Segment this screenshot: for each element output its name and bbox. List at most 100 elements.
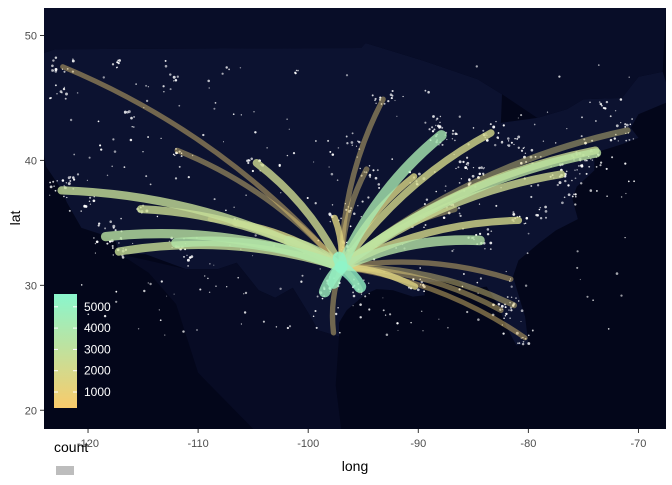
city-light	[358, 148, 361, 150]
city-light	[360, 293, 363, 295]
x-tick-label: -120	[77, 438, 99, 450]
city-light	[97, 224, 100, 227]
city-light	[279, 287, 282, 290]
city-light	[629, 123, 632, 126]
city-light	[520, 320, 522, 323]
city-light	[71, 59, 75, 63]
city-light	[359, 167, 361, 170]
panel-content	[44, 8, 666, 429]
city-light	[111, 63, 115, 66]
route-line	[60, 64, 344, 270]
city-light	[544, 216, 548, 219]
city-light	[522, 147, 525, 150]
city-light	[222, 141, 225, 143]
city-light	[202, 133, 205, 137]
city-light	[509, 306, 513, 309]
city-light	[89, 196, 92, 199]
city-light	[360, 216, 362, 218]
city-light	[542, 140, 545, 142]
route-line	[335, 130, 447, 273]
city-light	[620, 121, 622, 124]
city-light	[378, 98, 382, 101]
city-light	[563, 196, 566, 199]
city-light	[118, 59, 121, 62]
city-light	[80, 210, 82, 212]
city-light	[369, 176, 371, 178]
city-light	[286, 326, 290, 330]
city-light	[147, 86, 150, 88]
city-light	[538, 208, 541, 211]
city-light	[331, 204, 334, 206]
city-light	[436, 117, 439, 120]
city-light	[489, 241, 493, 245]
city-light	[527, 342, 531, 345]
city-light	[420, 310, 423, 313]
city-light	[208, 291, 211, 294]
city-light	[511, 304, 515, 307]
city-light	[468, 179, 471, 182]
city-light	[278, 164, 281, 167]
city-light	[431, 130, 435, 133]
city-light	[625, 123, 629, 127]
city-light	[600, 161, 603, 164]
city-light	[145, 84, 148, 87]
city-light	[439, 115, 442, 118]
city-light	[489, 248, 492, 250]
city-light	[250, 157, 253, 161]
city-light	[516, 137, 519, 140]
city-light	[329, 150, 332, 153]
city-light	[478, 172, 482, 176]
city-light	[499, 308, 502, 312]
city-light	[416, 288, 420, 292]
city-light	[253, 111, 255, 113]
city-light	[615, 272, 619, 275]
city-light	[424, 224, 427, 226]
city-light	[368, 308, 371, 311]
city-light	[586, 159, 588, 162]
city-light	[505, 312, 508, 316]
city-light	[482, 174, 485, 176]
city-light	[556, 183, 559, 187]
city-light	[504, 303, 506, 306]
city-light	[88, 156, 91, 159]
city-light	[507, 140, 510, 142]
route-line	[336, 148, 602, 272]
city-light	[72, 176, 75, 179]
city-light	[95, 240, 99, 244]
city-light	[520, 114, 523, 117]
city-light	[513, 143, 515, 146]
city-light	[482, 129, 485, 132]
city-light	[62, 87, 66, 91]
city-light	[175, 147, 177, 150]
route-line	[338, 259, 514, 282]
city-light	[68, 209, 71, 212]
city-light	[419, 267, 422, 269]
city-light	[54, 56, 58, 59]
city-light	[589, 101, 591, 104]
city-light	[254, 234, 257, 237]
city-light	[515, 331, 519, 335]
city-light	[169, 88, 172, 91]
city-light	[65, 92, 68, 96]
city-light	[595, 166, 598, 168]
city-light	[73, 178, 75, 181]
city-light	[457, 206, 461, 210]
city-light	[251, 169, 255, 173]
city-light	[396, 115, 398, 117]
city-light	[505, 270, 507, 273]
city-light	[347, 209, 351, 213]
city-light	[226, 286, 228, 288]
city-light	[314, 309, 317, 313]
city-light	[145, 99, 149, 103]
city-light	[533, 123, 536, 126]
city-light	[247, 161, 250, 165]
city-light	[213, 198, 216, 201]
city-light	[145, 175, 148, 178]
city-light	[464, 166, 468, 170]
city-light	[176, 152, 179, 154]
city-light	[458, 115, 461, 118]
city-light	[337, 307, 339, 309]
city-light	[486, 232, 490, 236]
city-light	[49, 194, 51, 196]
x-tick-label: -90	[410, 438, 426, 450]
